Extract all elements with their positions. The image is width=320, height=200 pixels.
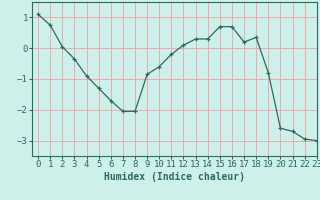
X-axis label: Humidex (Indice chaleur): Humidex (Indice chaleur)	[104, 172, 245, 182]
